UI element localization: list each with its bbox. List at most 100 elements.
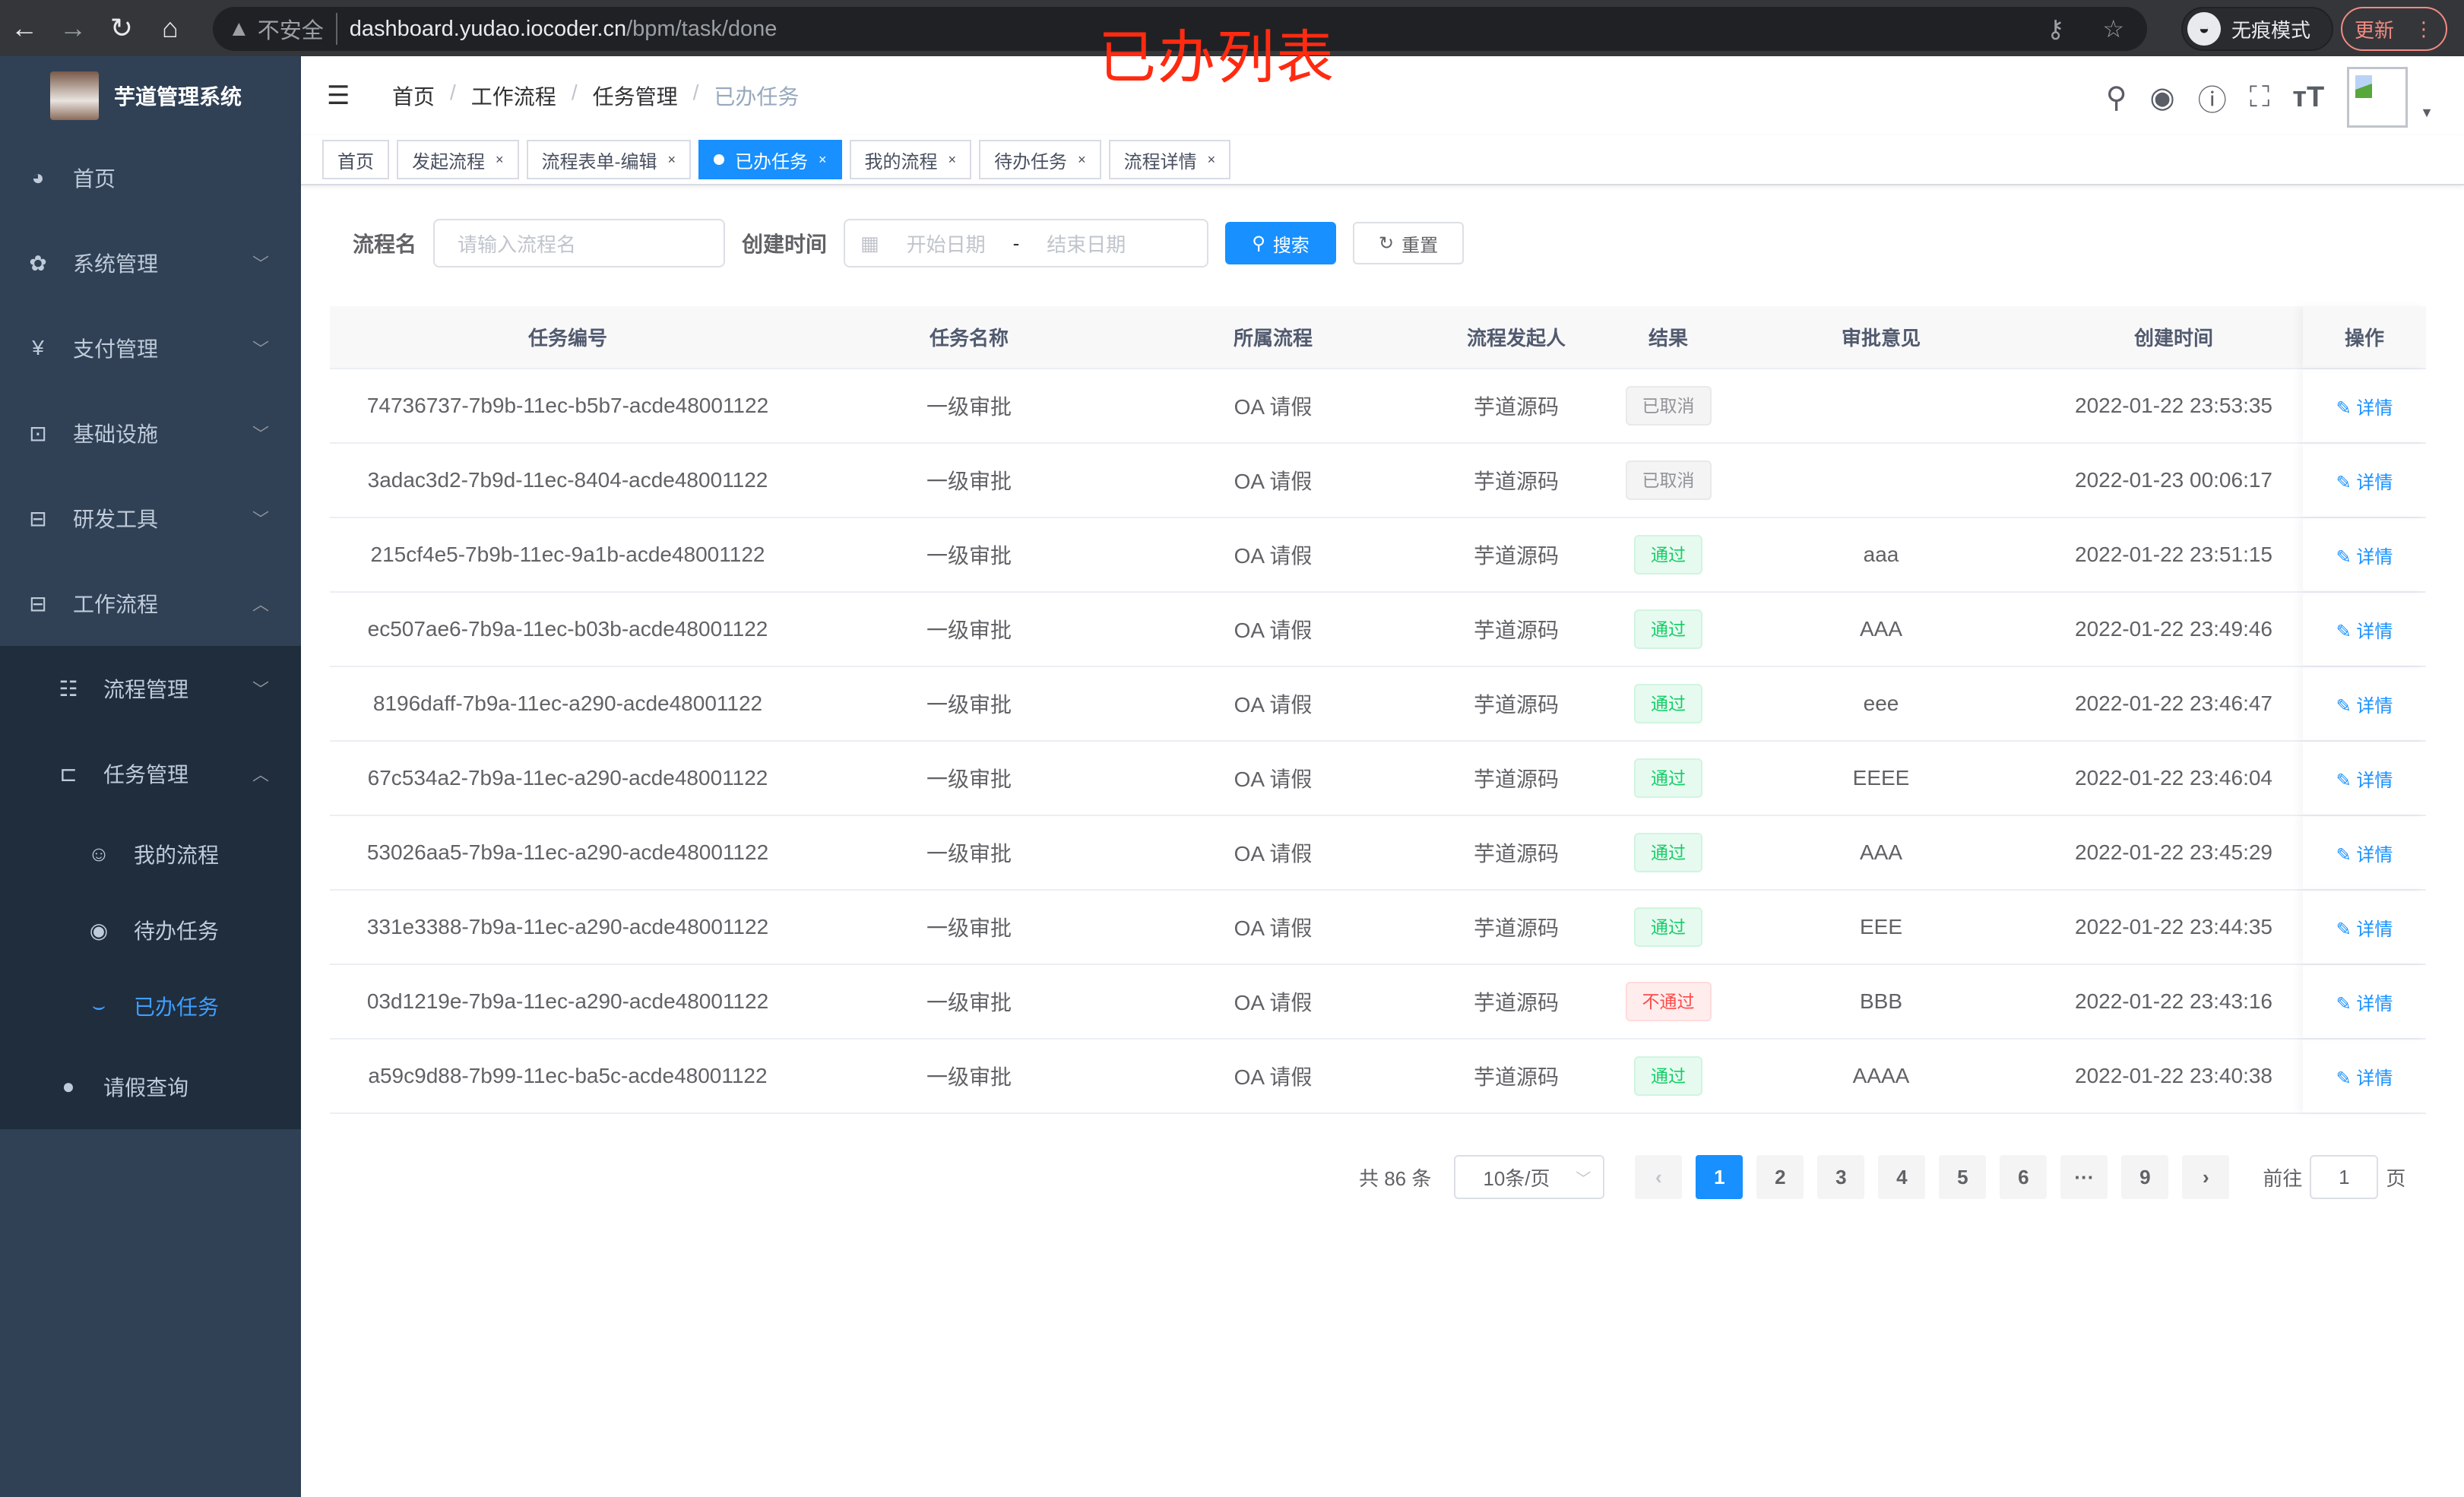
app-logo[interactable]: 芋道管理系统: [0, 56, 301, 135]
detail-label: 详情: [2356, 621, 2393, 642]
edit-icon: ✎: [2336, 695, 2352, 717]
detail-label: 详情: [2356, 1068, 2393, 1089]
close-icon[interactable]: ×: [819, 151, 827, 167]
sidebar-item-sidebar-items-2[interactable]: ¥ 支付管理 ﹀: [0, 305, 301, 391]
app-title: 芋道管理系统: [114, 85, 242, 109]
sidebar-item-sidebar-items-3[interactable]: ⊡ 基础设施 ﹀: [0, 391, 301, 476]
table-cell: 2022-01-22 23:49:46: [2075, 617, 2272, 641]
back-icon[interactable]: ←: [11, 12, 38, 43]
table-cell: BBB: [1859, 989, 1903, 1013]
reload-icon[interactable]: ↻: [109, 12, 134, 43]
caret-down-icon[interactable]: ▼: [2420, 104, 2434, 120]
detail-button[interactable]: ✎ 详情: [2303, 965, 2426, 1038]
date-range-picker[interactable]: ▦ 开始日期 - 结束日期: [844, 219, 1209, 267]
tag-6[interactable]: 流程详情 ×: [1108, 140, 1231, 179]
table-cell: 一级审批: [926, 842, 1012, 866]
result-cell: 通过: [1619, 1056, 1718, 1096]
search-icon[interactable]: ⚲: [2105, 81, 2127, 114]
address-bar[interactable]: ▲ 不安全 dashboard.yudao.iocoder.cn/bpm/tas…: [213, 7, 2147, 51]
close-icon[interactable]: ×: [1207, 151, 1216, 167]
sidebar-item-sidebar-sub2-1[interactable]: ◉ 待办任务: [0, 892, 301, 968]
sidebar-item-label: 支付管理: [73, 337, 159, 361]
sidebar-item-sidebar-sub2-2[interactable]: ⌣ 已办任务: [0, 968, 301, 1044]
edit-icon: ✎: [2336, 546, 2352, 568]
tag-4[interactable]: 我的流程 ×: [849, 140, 972, 179]
sidebar-item-sidebar-sub2-0[interactable]: ☺ 我的流程: [0, 816, 301, 892]
tag-1[interactable]: 发起流程 ×: [397, 140, 519, 179]
detail-button[interactable]: ✎ 详情: [2303, 1040, 2426, 1112]
table-cell: 2022-01-22 23:40:38: [2075, 1064, 2272, 1087]
breadcrumb-item: 已办任务: [714, 85, 800, 109]
breadcrumb-item[interactable]: 首页: [392, 85, 435, 109]
detail-button[interactable]: ✎ 详情: [2303, 593, 2426, 666]
detail-button[interactable]: ✎ 详情: [2303, 444, 2426, 517]
font-size-icon[interactable]: тT: [2292, 81, 2325, 113]
task-table: 任务编号 任务名称 所属流程 流程发起人 结果 审批意见 创建时间 操作 74736737-7b…: [330, 306, 2426, 1114]
table-cell: OA 请假: [1234, 619, 1313, 642]
yen-icon: ¥: [32, 336, 44, 359]
sidebar-item-sidebar-items-4[interactable]: ⊟ 研发工具 ﹀: [0, 476, 301, 561]
tag-0[interactable]: 首页: [322, 140, 389, 179]
page-button[interactable]: 5: [1939, 1155, 1987, 1199]
page-button[interactable]: 4: [1878, 1155, 1926, 1199]
page-button[interactable]: 1: [1696, 1155, 1743, 1199]
table-cell: OA 请假: [1234, 1065, 1313, 1089]
page-button[interactable]: 9: [2121, 1155, 2169, 1199]
active-dot-icon: [714, 154, 725, 165]
sidebar-item-sidebar-items-1[interactable]: ✿ 系统管理 ﹀: [0, 220, 301, 305]
detail-button[interactable]: ✎ 详情: [2303, 816, 2426, 889]
sidebar-item-sidebar-leave[interactable]: ● 请假查询: [0, 1044, 301, 1129]
close-icon[interactable]: ×: [496, 151, 504, 167]
sidebar-item-sidebar-sub-0[interactable]: ☷ 流程管理 ﹀: [0, 646, 301, 731]
key-icon[interactable]: ⚷: [2046, 15, 2065, 43]
tag-5[interactable]: 待办任务 ×: [979, 140, 1101, 179]
github-icon[interactable]: ◉: [2149, 81, 2175, 114]
status-badge: 通过: [1634, 535, 1702, 574]
incognito-badge[interactable]: ◒ 无痕模式: [2181, 7, 2333, 51]
page-button[interactable]: 3: [1817, 1155, 1865, 1199]
star-icon[interactable]: ☆: [2102, 15, 2124, 43]
incognito-icon: ◒: [2187, 12, 2221, 46]
status-badge: 通过: [1634, 833, 1702, 872]
detail-button[interactable]: ✎ 详情: [2303, 742, 2426, 815]
breadcrumb-item[interactable]: 工作流程: [470, 85, 556, 109]
update-button[interactable]: 更新 ⋮: [2341, 7, 2447, 51]
avatar[interactable]: [2347, 67, 2409, 128]
reset-button[interactable]: ↻ 重置: [1353, 222, 1465, 264]
sidebar-item-sidebar-sub-1[interactable]: ⊏ 任务管理 ︿: [0, 731, 301, 816]
search-icon: ⚲: [1252, 233, 1265, 254]
sidebar-item-sidebar-items-0[interactable]: ◕ 首页: [0, 135, 301, 220]
result-cell: 通过: [1619, 907, 1718, 947]
table-cell: OA 请假: [1234, 991, 1313, 1014]
home-icon[interactable]: ⌂: [162, 12, 179, 43]
detail-button[interactable]: ✎ 详情: [2303, 518, 2426, 591]
close-icon[interactable]: ×: [667, 151, 676, 167]
table-cell: EEEE: [1852, 766, 1910, 790]
page-size-select[interactable]: 10条/页 ﹀: [1454, 1155, 1605, 1199]
forward-icon[interactable]: →: [59, 12, 87, 43]
page-button[interactable]: 2: [1756, 1155, 1804, 1199]
close-icon[interactable]: ×: [1078, 151, 1086, 167]
process-name-input[interactable]: 请输入流程名: [433, 219, 726, 267]
detail-button[interactable]: ✎ 详情: [2303, 891, 2426, 964]
goto-page-input[interactable]: 1: [2310, 1155, 2379, 1199]
table-row: 215cf4e5-7b9b-11ec-9a1b-acde48001122 一级审批…: [330, 518, 2426, 593]
close-icon[interactable]: ×: [948, 151, 957, 167]
prev-page-button[interactable]: ‹: [1635, 1155, 1683, 1199]
fullscreen-icon[interactable]: ⛶: [2249, 81, 2270, 113]
sidebar-item-sidebar-items-5[interactable]: ⊟ 工作流程 ︿: [0, 561, 301, 646]
table-cell: 8196daff-7b9a-11ec-a290-acde48001122: [372, 692, 763, 715]
table-cell: 芋道源码: [1473, 470, 1559, 493]
tag-3[interactable]: 已办任务 ×: [698, 140, 842, 179]
insecure-label: 不安全: [258, 13, 337, 45]
page-button[interactable]: ···: [2060, 1155, 2108, 1199]
hamburger-icon[interactable]: ☰: [327, 81, 350, 110]
breadcrumb-item[interactable]: 任务管理: [592, 85, 678, 109]
tag-2[interactable]: 流程表单-编辑 ×: [526, 140, 692, 179]
search-button[interactable]: ⚲ 搜索: [1225, 222, 1337, 264]
page-button[interactable]: 6: [2000, 1155, 2048, 1199]
next-page-button[interactable]: ›: [2182, 1155, 2230, 1199]
detail-button[interactable]: ✎ 详情: [2303, 369, 2426, 442]
detail-button[interactable]: ✎ 详情: [2303, 667, 2426, 740]
help-icon[interactable]: ⓘ: [2197, 84, 2227, 117]
